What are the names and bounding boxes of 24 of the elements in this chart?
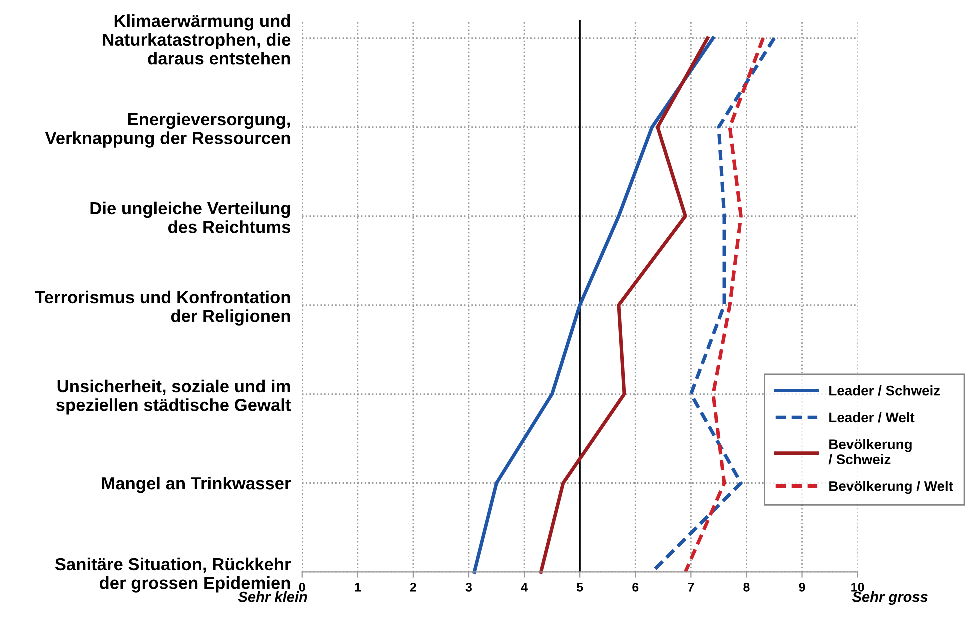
x-tick-label: 2 xyxy=(410,582,416,592)
x-tick-label: 8 xyxy=(744,582,750,592)
y-tick-label: Mangel an Trinkwasser xyxy=(102,476,291,494)
text: Sehr klein xyxy=(238,592,308,602)
legend-label: Bevölkerung / Welt xyxy=(830,481,954,494)
x-tick-label: 10 xyxy=(852,582,864,592)
y-tick-label: Terrorismus und Konfrontation der Religionen xyxy=(35,290,290,326)
text: Sehr gross xyxy=(852,592,928,606)
x-tick-label: 5 xyxy=(576,583,584,592)
y-tick-label: Unsicherheit, soziale und im speziellen städtische Gewalt xyxy=(56,380,292,415)
x-tick-label: 1 xyxy=(355,583,362,592)
y-tick-label: Klimaerwärmung und Naturkatastrophen, die daraus entstehen xyxy=(103,14,291,65)
x-tick-label: 3 xyxy=(466,582,472,592)
x-tick-label: 9 xyxy=(799,582,806,592)
y-tick-label: Sanitäre Situation, Rückkehr der grossen Epidemien xyxy=(55,558,291,593)
legend-label: Bevölkerung / Schweiz xyxy=(828,439,912,465)
y-tick-label: Energieversorgung, Verknappung der Ressourcen xyxy=(45,112,290,148)
legend-label: Leader / Schweiz xyxy=(830,386,940,396)
x-tick-label: 4 xyxy=(521,583,528,592)
x-tick-label: 7 xyxy=(688,583,694,592)
x-tick-label: 6 xyxy=(632,582,639,592)
y-tick-label: Die ungleiche Verteilung des Reichtums xyxy=(90,202,291,234)
legend-label: Leader / Welt xyxy=(830,412,915,423)
x-tick-label: 0 xyxy=(299,582,306,592)
